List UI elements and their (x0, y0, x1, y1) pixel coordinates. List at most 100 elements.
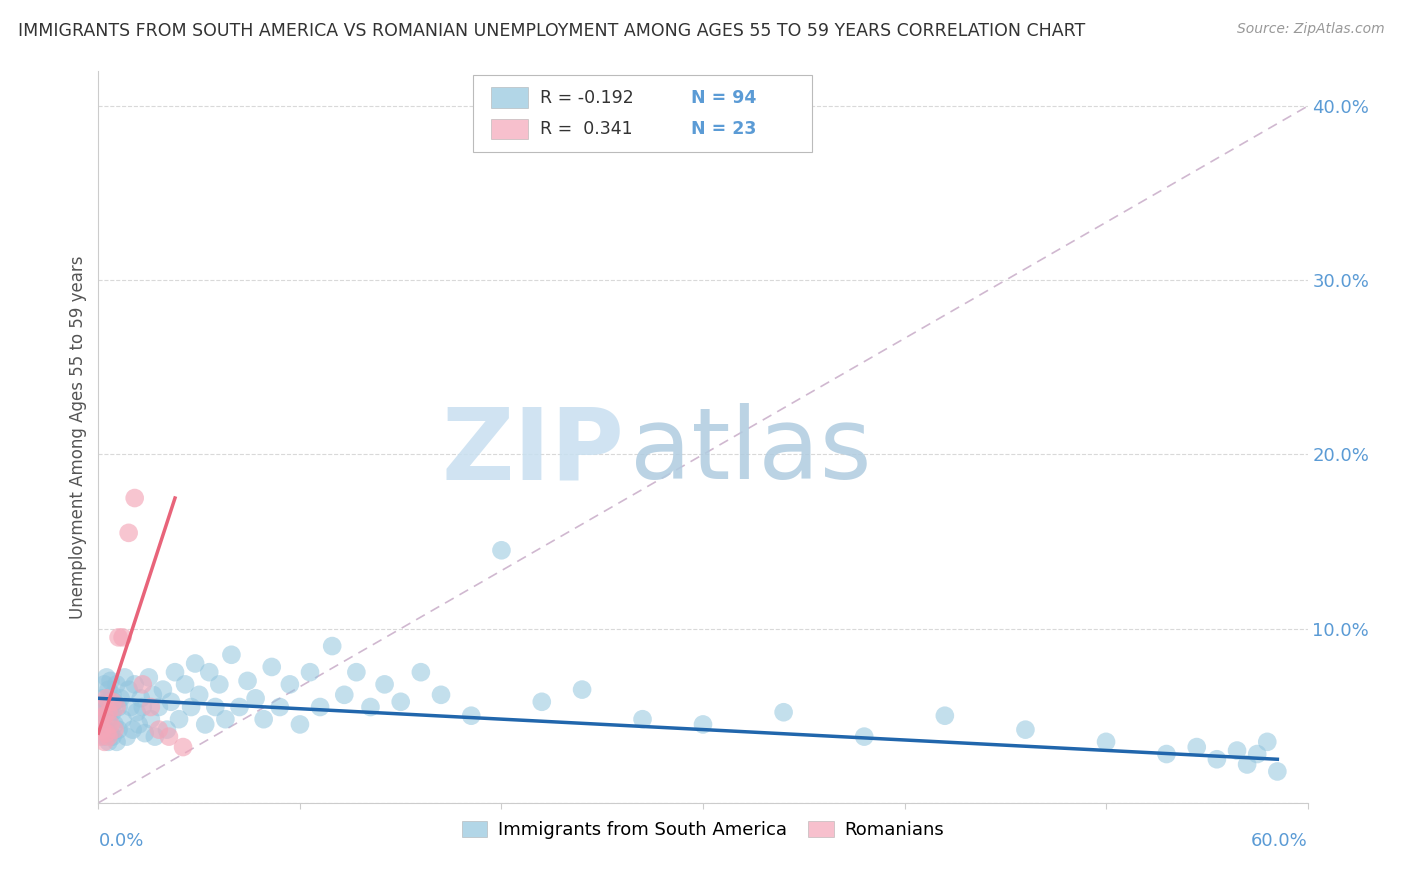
Point (100, 717, 122, 731)
Point (97, 682, 120, 697)
Point (278, 677, 301, 691)
Point (139, 700, 162, 714)
Point (409, 665, 432, 680)
FancyBboxPatch shape (492, 119, 527, 139)
Point (152, 682, 174, 697)
Point (103, 723, 125, 737)
Point (204, 700, 226, 714)
Point (125, 705, 148, 719)
Point (143, 730, 166, 744)
Point (103, 717, 125, 731)
Point (245, 691, 267, 706)
Point (93, 708, 115, 723)
Point (184, 657, 207, 671)
Point (460, 708, 482, 723)
Point (389, 695, 412, 709)
Point (103, 695, 125, 709)
Point (120, 700, 142, 714)
Point (430, 688, 453, 702)
Text: N = 94: N = 94 (690, 88, 756, 107)
Point (128, 717, 150, 731)
Point (174, 677, 197, 691)
Point (1014, 723, 1036, 737)
Point (194, 717, 217, 731)
Point (374, 677, 396, 691)
Point (93, 730, 115, 744)
Point (107, 631, 129, 645)
Legend: Immigrants from South America, Romanians: Immigrants from South America, Romanians (454, 814, 952, 847)
Point (118, 682, 141, 697)
Point (167, 712, 190, 726)
Text: R =  0.341: R = 0.341 (540, 120, 633, 138)
Text: N = 23: N = 23 (690, 120, 756, 138)
Point (101, 730, 124, 744)
Point (1226, 743, 1249, 757)
Point (96, 670, 118, 684)
Point (89, 705, 111, 719)
Point (132, 700, 155, 714)
Point (110, 691, 132, 706)
Point (91, 700, 114, 714)
Point (288, 717, 311, 731)
Point (344, 665, 367, 680)
Point (228, 700, 250, 714)
Point (139, 712, 162, 726)
Point (692, 717, 714, 731)
Point (101, 695, 124, 709)
FancyBboxPatch shape (492, 87, 527, 108)
Point (208, 677, 231, 691)
Point (160, 695, 183, 709)
Point (157, 730, 180, 744)
Point (96, 691, 118, 706)
Point (93, 735, 115, 749)
Point (97, 730, 120, 744)
Point (236, 673, 259, 688)
Point (214, 712, 236, 726)
Point (101, 688, 124, 702)
Point (118, 525, 141, 540)
Point (333, 688, 356, 702)
Point (1206, 752, 1229, 766)
Text: Source: ZipAtlas.com: Source: ZipAtlas.com (1237, 22, 1385, 37)
Point (124, 677, 146, 691)
Point (180, 700, 202, 714)
Point (571, 682, 593, 697)
Point (163, 665, 186, 680)
Point (107, 723, 129, 737)
Point (89, 712, 111, 726)
Point (148, 723, 170, 737)
Point (138, 670, 160, 684)
Point (97, 712, 120, 726)
Text: ZIP: ZIP (441, 403, 624, 500)
Point (96, 695, 118, 709)
Point (96, 726, 118, 740)
Point (100, 673, 122, 688)
Point (530, 695, 553, 709)
Point (1246, 747, 1268, 761)
Text: atlas: atlas (630, 403, 872, 500)
Point (93, 700, 115, 714)
Point (934, 708, 956, 723)
Point (772, 705, 794, 719)
Point (132, 677, 155, 691)
Point (1185, 740, 1208, 755)
Point (1267, 764, 1289, 779)
Point (105, 735, 128, 749)
Point (101, 705, 124, 719)
Point (253, 712, 276, 726)
Point (100, 700, 122, 714)
Point (631, 712, 654, 726)
Point (121, 723, 143, 737)
Point (91, 723, 114, 737)
Point (188, 688, 211, 702)
Point (491, 543, 513, 558)
Point (1156, 747, 1178, 761)
Point (1256, 735, 1278, 749)
Point (91, 717, 114, 731)
Point (142, 688, 165, 702)
Point (156, 723, 179, 737)
Point (299, 665, 322, 680)
Point (148, 700, 170, 714)
Point (115, 730, 138, 744)
Text: R = -0.192: R = -0.192 (540, 88, 634, 107)
